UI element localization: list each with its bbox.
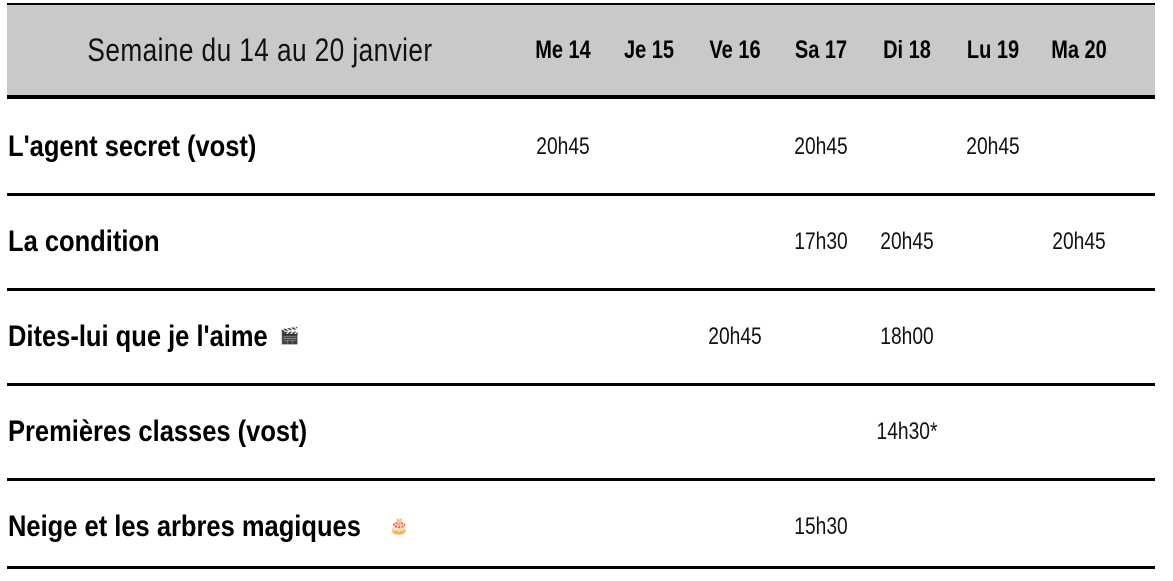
day-header-lu-19: Lu 19 [966, 35, 1020, 64]
day-header-je-15: Je 15 [623, 35, 675, 64]
film-row: La condition 17h30 20h45 20h45 [0, 194, 1173, 289]
showtime-cell: 20h45 [880, 227, 934, 255]
showtime-cell: 18h00 [880, 322, 934, 350]
day-header-di-18: Di 18 [883, 35, 931, 64]
film-title: Dites-lui que je l'aime [8, 319, 268, 353]
row-separator [7, 478, 1155, 481]
day-header-ve-16: Ve 16 [709, 35, 761, 64]
table-top-rule [7, 3, 1155, 6]
showtime-cell: 20h45 [966, 132, 1020, 160]
day-header-me-14: Me 14 [535, 35, 591, 64]
showtime-cell: 20h45 [794, 132, 848, 160]
showtime-cell: 17h30 [794, 227, 848, 255]
film-title-cell: Dites-lui que je l'aime 🎬 [0, 320, 520, 354]
birthday-cake-icon: 🎂 [389, 517, 410, 535]
film-title: L'agent secret (vost) [8, 129, 257, 163]
film-title: Neige et les arbres magiques [8, 509, 361, 543]
week-title: Semaine du 14 au 20 janvier [87, 31, 433, 68]
film-title-cell: La condition [0, 225, 520, 259]
table-bottom-rule [7, 566, 1155, 569]
showtime-cell: 20h45 [536, 132, 590, 160]
film-title-cell: L'agent secret (vost) [0, 130, 520, 164]
day-header-ma-20: Ma 20 [1051, 35, 1107, 64]
header-band [7, 5, 1155, 95]
film-title: La condition [8, 224, 160, 258]
header-bottom-rule [7, 95, 1155, 99]
showtime-cell: 20h45 [708, 322, 762, 350]
clapperboard-icon: 🎬 [279, 327, 300, 345]
showtime-cell: 14h30* [876, 417, 938, 445]
day-header-sa-17: Sa 17 [794, 35, 848, 64]
film-row: Dites-lui que je l'aime 🎬 20h45 18h00 [0, 289, 1173, 384]
row-separator [7, 383, 1155, 386]
film-title: Premières classes (vost) [8, 414, 308, 448]
film-title-cell: Neige et les arbres magiques 🎂 [0, 510, 520, 544]
film-title-cell: Premières classes (vost) [0, 415, 520, 449]
film-row: L'agent secret (vost) 20h45 20h45 20h45 [0, 99, 1173, 194]
film-row: Neige et les arbres magiques 🎂 15h30 [0, 479, 1173, 574]
row-separator [7, 193, 1155, 196]
showtime-cell: 20h45 [1052, 227, 1106, 255]
film-row: Premières classes (vost) 14h30* [0, 384, 1173, 479]
row-separator [7, 288, 1155, 291]
showtime-cell: 15h30 [794, 512, 848, 540]
table-header-row: Semaine du 14 au 20 janvier Me 14 Je 15 … [0, 5, 1173, 95]
